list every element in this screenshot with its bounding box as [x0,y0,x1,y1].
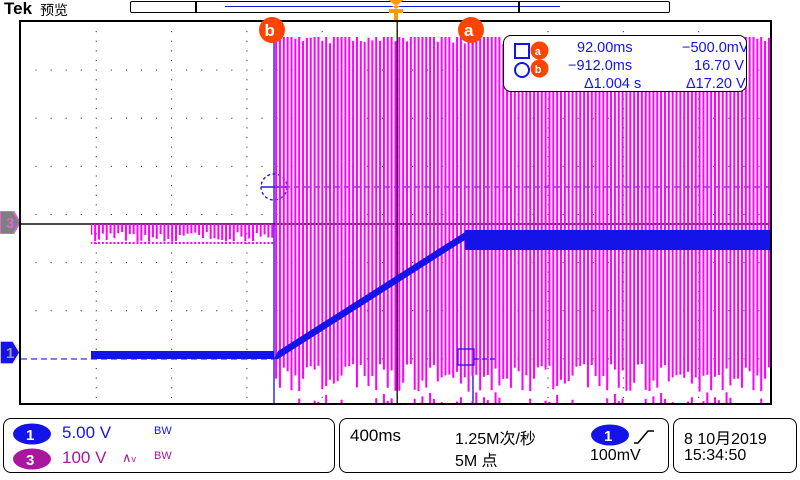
svg-text:a: a [464,21,474,40]
svg-text:3: 3 [26,452,34,469]
svg-text:1: 1 [6,345,14,362]
svg-text:1: 1 [604,428,612,445]
svg-text:3: 3 [6,215,14,232]
svg-text:b: b [535,64,542,76]
svg-text:1: 1 [26,427,34,444]
svg-text:a: a [535,46,542,58]
svg-text:b: b [265,21,275,40]
